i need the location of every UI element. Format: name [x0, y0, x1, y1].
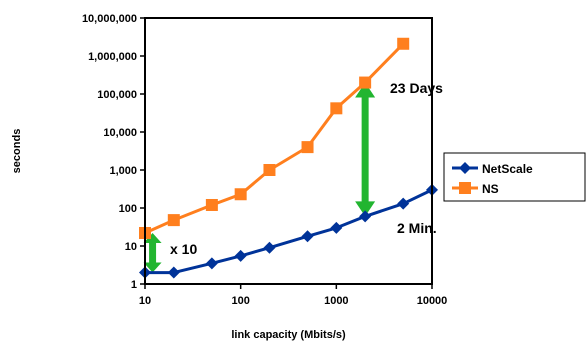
point-ns: [263, 164, 276, 176]
y-tick-label: 10: [125, 241, 137, 253]
y-tick-label: 100: [119, 203, 137, 215]
arrow-2min-23days: [355, 82, 376, 217]
y-tick-label: 100,000: [97, 89, 137, 101]
point-ns: [167, 214, 180, 227]
point-ns: [301, 141, 314, 154]
point-netscale: [330, 221, 343, 234]
annotation-23-days: 23 Days: [390, 80, 443, 96]
point-ns: [205, 198, 218, 211]
x-tick-label: 1000: [324, 295, 348, 307]
y-tick-label: 1,000: [109, 165, 137, 177]
legend-label-ns: NS: [482, 182, 499, 196]
annotation-arrows: [143, 82, 376, 273]
annotation-2-min: 2 Min.: [397, 220, 437, 236]
point-netscale: [397, 197, 410, 210]
point-ns: [330, 102, 343, 115]
series-layer: [139, 37, 438, 279]
legend: NetScale NS: [443, 152, 586, 202]
point-netscale: [359, 210, 372, 223]
y-tick-label: 1,000,000: [88, 51, 137, 63]
legend-marker-netscale: [459, 162, 471, 174]
x-axis-title: link capacity (Mbits/s): [231, 329, 346, 341]
point-netscale: [301, 230, 314, 243]
x-tick-label: 100: [231, 295, 249, 307]
point-ns: [397, 37, 410, 50]
point-ns: [359, 76, 372, 89]
legend-label-netscale: NetScale: [482, 162, 533, 176]
y-axis: 1 10 100 1,000 10,000 100,000 1,000,000 10,000,…: [82, 13, 145, 291]
point-ns: [234, 188, 247, 201]
x-axis: 10 100 1000 10000: [139, 284, 447, 307]
annotation-x10: x 10: [170, 241, 197, 257]
legend-marker-ns: [459, 182, 471, 194]
x-tick-label: 10000: [417, 295, 448, 307]
series-line-netscale: [145, 188, 433, 275]
point-netscale: [234, 249, 247, 262]
point-netscale: [263, 241, 276, 254]
x-tick-label: 10: [139, 295, 151, 307]
y-tick-label: 1: [131, 279, 137, 291]
y-tick-label: 10,000,000: [82, 13, 137, 25]
point-netscale: [167, 266, 180, 279]
y-axis-title: seconds: [11, 129, 23, 174]
arrow-x10: [143, 232, 162, 273]
point-netscale: [205, 257, 218, 270]
plot-area-frame: [144, 17, 433, 285]
y-tick-label: 10,000: [103, 127, 137, 139]
